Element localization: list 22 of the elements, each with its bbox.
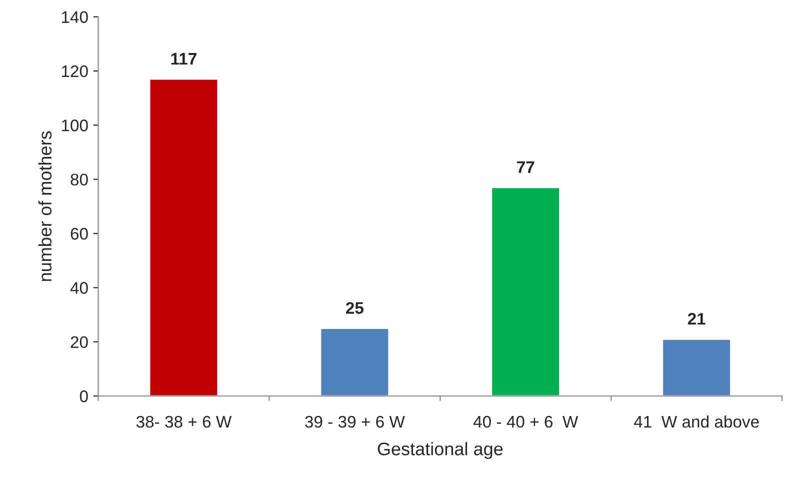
bar xyxy=(662,338,732,396)
bar xyxy=(320,328,390,396)
data-label: 117 xyxy=(171,53,196,65)
y-tick-label: 100 xyxy=(62,120,88,132)
y-tick-label: 40 xyxy=(70,282,88,294)
bar xyxy=(148,78,219,396)
y-tick-label: 60 xyxy=(70,228,88,240)
y-axis-title: number of mothers xyxy=(38,131,52,281)
y-tick-label: 80 xyxy=(70,174,88,186)
y-tick-label: 140 xyxy=(62,11,88,24)
y-tick-label: 0 xyxy=(80,390,88,402)
y-tick-label: 120 xyxy=(62,65,88,78)
x-axis-title: Gestational age xyxy=(378,442,503,459)
x-tick-label: 41 W and above xyxy=(634,415,759,428)
x-tick-label: 39 - 39 + 6 W xyxy=(305,416,405,428)
data-label: 25 xyxy=(346,302,364,314)
y-tick-label: 20 xyxy=(70,336,88,348)
x-tick-label: 40 - 40 + 6 W xyxy=(473,416,578,428)
x-tick-label: 38- 38 + 6 W xyxy=(136,416,232,428)
data-label: 21 xyxy=(688,312,706,325)
data-label: 77 xyxy=(517,161,534,173)
bar xyxy=(490,186,561,396)
